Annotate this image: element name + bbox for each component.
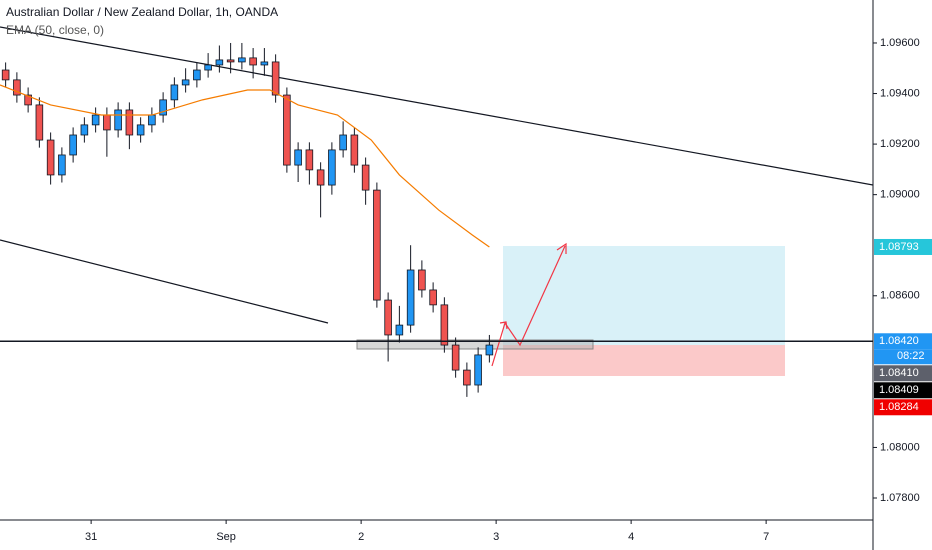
countdown-label: 08:22	[897, 350, 925, 362]
candle-body	[136, 124, 145, 136]
chart-title: Australian Dollar / New Zealand Dollar, …	[6, 5, 278, 19]
countdown-tag	[874, 349, 932, 365]
candle-body	[316, 169, 325, 186]
y-tick-label: 1.09000	[880, 189, 920, 201]
candle-body	[80, 124, 89, 136]
candle-body	[328, 149, 336, 186]
price-tag-label: 1.08410	[879, 367, 919, 379]
x-tick-label: 3	[493, 531, 499, 543]
y-tick-label: 1.07800	[880, 492, 920, 504]
candle-body	[24, 94, 32, 106]
price-tag	[874, 399, 932, 416]
candle-body	[406, 269, 415, 326]
candle-body	[170, 84, 179, 101]
support-zone	[356, 339, 594, 350]
candle-body	[418, 269, 426, 291]
stop-zone	[503, 345, 785, 376]
arrow-head	[499, 321, 508, 330]
candle-body	[1, 69, 10, 81]
y-tick-label: 1.09600	[880, 37, 920, 49]
trend-line	[0, 26, 873, 186]
candle-body	[260, 61, 269, 66]
trend-line	[0, 239, 329, 324]
candle-body	[451, 344, 460, 371]
candle-body	[271, 61, 280, 96]
x-tick-label: 7	[763, 531, 769, 543]
candle-body	[294, 149, 302, 166]
price-tag-label: 1.08420	[879, 335, 919, 347]
x-tick-label: 4	[628, 531, 634, 543]
candle-body	[395, 324, 404, 336]
price-tag-label: 1.08409	[879, 384, 919, 396]
candle-body	[181, 79, 190, 86]
candle-body	[373, 189, 381, 301]
candle-body	[463, 369, 471, 386]
y-tick-label: 1.08600	[880, 290, 920, 302]
arrow-head	[556, 242, 567, 254]
candle-body	[238, 57, 246, 63]
x-tick-label: Sep	[216, 531, 236, 543]
candle-body	[249, 57, 257, 66]
candle-body	[350, 134, 359, 166]
target-zone	[503, 246, 785, 345]
candle-body	[485, 344, 494, 356]
indicator-legend: EMA (50, close, 0)	[6, 23, 104, 37]
candle-body	[35, 104, 44, 141]
candle-body	[283, 94, 291, 166]
candle-body	[114, 109, 122, 131]
y-tick-label: 1.09400	[880, 87, 920, 99]
x-tick-label: 2	[358, 531, 364, 543]
y-tick-label: 1.08000	[880, 441, 920, 453]
candle-body	[384, 299, 392, 336]
candle-body	[91, 114, 100, 126]
candle-body	[193, 69, 201, 81]
ema-line	[0, 84, 490, 248]
candle-body	[305, 149, 314, 171]
candle-body	[103, 114, 111, 131]
plot-area	[0, 26, 873, 397]
candle-body	[339, 134, 347, 151]
candle-body	[13, 79, 21, 96]
candle-body	[204, 64, 212, 71]
price-tag	[874, 333, 932, 350]
candle-body	[361, 164, 370, 191]
candle-body	[69, 134, 77, 156]
candle-body	[58, 154, 66, 176]
x-tick-label: 31	[85, 531, 97, 543]
candle-body	[159, 99, 167, 116]
candle-body	[440, 304, 449, 346]
price-tag-label: 1.08793	[879, 241, 919, 253]
projection-arrow	[491, 245, 566, 367]
candle-body	[429, 289, 437, 306]
candle-body	[148, 114, 156, 126]
price-tag	[874, 382, 932, 399]
candle-body	[474, 354, 482, 386]
price-tag	[874, 365, 932, 382]
price-tag-label: 1.08284	[879, 401, 919, 413]
candle-body	[215, 59, 224, 66]
price-tag	[874, 238, 932, 255]
candle-body	[226, 59, 235, 63]
candle-body	[125, 109, 134, 136]
y-tick-label: 1.09200	[880, 138, 920, 150]
candle-body	[46, 139, 55, 176]
